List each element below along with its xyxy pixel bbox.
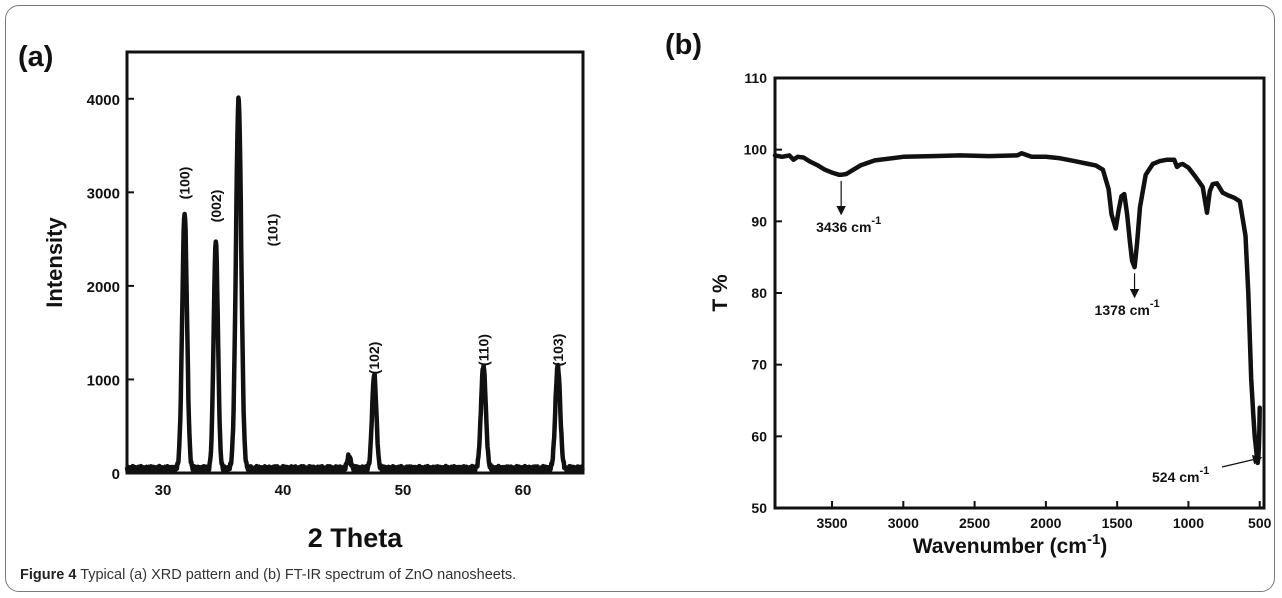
panel-b-xtick-label: 2500 — [959, 515, 990, 531]
panel-a-xtick-label: 40 — [275, 482, 292, 499]
panel-a-label: (a) — [18, 41, 53, 73]
panel-b-xlabel: Wavenumber (cm-1) — [913, 531, 1108, 558]
panel-b-xtick-label: 3000 — [888, 515, 919, 531]
panel-a-peak-label: (103) — [550, 334, 566, 367]
panel-b-ytick-label: 110 — [744, 70, 767, 86]
panel-b-ytick-label: 100 — [744, 142, 768, 158]
panel-b-xtick-label: 1500 — [1102, 515, 1133, 531]
panel-a-ylabel: Intensity — [42, 217, 67, 308]
panel-b-ftir-line — [772, 151, 1262, 466]
panel-a-xlabel: 2 Theta — [308, 523, 404, 553]
panel-a-ytick-label: 2000 — [87, 279, 120, 296]
panel-a-peak-label: (100) — [177, 167, 193, 200]
panel-a-peak-label: (110) — [475, 334, 491, 366]
panel-b-plot-frame — [773, 76, 1266, 510]
panel-b-xtick-label: 1000 — [1173, 515, 1204, 531]
caption-text: Typical (a) XRD pattern and (b) FT-IR sp… — [80, 567, 517, 583]
panel-b-ytick-label: 60 — [751, 428, 767, 444]
panel-a-ytick-label: 4000 — [87, 92, 120, 109]
panel-a-peak-label: (002) — [208, 190, 224, 223]
panel-b-annotation-arrow — [1221, 454, 1263, 468]
panel-b-ytick-label: 90 — [751, 213, 767, 229]
panel-b-annotation-label: 524 cm-1 — [1152, 465, 1209, 485]
panel-a-ytick-label: 3000 — [87, 185, 120, 202]
panel-a-ytick-label: 1000 — [87, 372, 120, 389]
panel-b-xtick-label: 2000 — [1030, 515, 1061, 531]
panel-b-ytick-label: 70 — [751, 357, 767, 373]
panel-a-xrd-line — [124, 95, 585, 474]
panel-a-peak-label: (102) — [366, 342, 382, 375]
panel-a-xtick-label: 50 — [395, 482, 412, 499]
panel-b-xtick-label: 500 — [1248, 515, 1272, 531]
panel-b-annotation-label: 1378 cm-1 — [1095, 298, 1160, 318]
panel-a-peak-label: (101) — [265, 214, 281, 247]
panel-b-ytick-label: 50 — [751, 500, 767, 516]
figure-caption: Figure 4 Typical (a) XRD pattern and (b)… — [20, 567, 516, 583]
panel-a-plot-frame — [125, 50, 585, 475]
panel-b-annotation-label: 3436 cm-1 — [816, 215, 881, 235]
panel-a-xtick-label: 30 — [155, 482, 172, 499]
panel-b-ytick-label: 80 — [751, 285, 767, 301]
panel-b-xtick-label: 3500 — [816, 515, 847, 531]
figure-frame — [5, 5, 1275, 592]
panel-b-ylabel: T % — [709, 274, 732, 312]
panel-a-ytick-label: 0 — [112, 466, 120, 483]
panel-b-label: (b) — [665, 29, 702, 61]
panel-a-xtick-label: 60 — [515, 482, 532, 499]
caption-label: Figure 4 — [20, 567, 77, 583]
